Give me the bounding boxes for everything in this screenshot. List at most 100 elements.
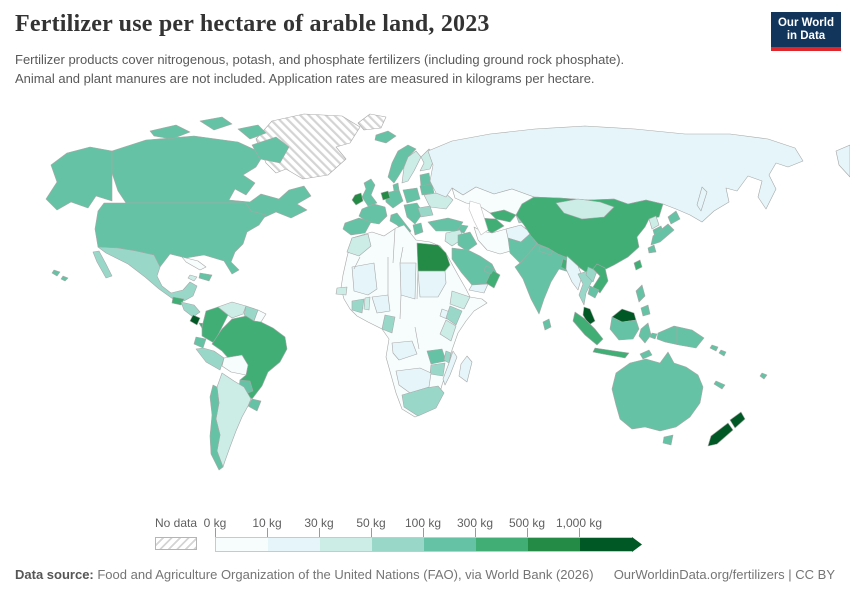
country-fiji[interactable]: [759, 372, 768, 380]
country-china[interactable]: [515, 196, 664, 276]
legend-bin-300-500[interactable]: [476, 538, 528, 551]
caspian-sea: [468, 200, 489, 236]
country-honduras-nicaragua[interactable]: [180, 301, 201, 318]
country-belarus[interactable]: [419, 183, 435, 196]
legend-bin-50-100[interactable]: [372, 538, 424, 551]
country-new-caledonia[interactable]: [713, 380, 726, 390]
country-peru[interactable]: [195, 347, 225, 371]
country-senegal[interactable]: [335, 286, 348, 296]
country-south-africa[interactable]: [401, 385, 445, 417]
country-kenya[interactable]: [445, 305, 463, 326]
country-germany[interactable]: [384, 189, 404, 209]
legend-tick: [527, 528, 528, 537]
legend-tick: [319, 528, 320, 537]
country-jamaica[interactable]: [187, 274, 198, 282]
legend-tick: [267, 528, 268, 537]
legend-tick: [371, 528, 372, 537]
country-russia-wrap[interactable]: [835, 144, 850, 178]
country-ecuador[interactable]: [193, 336, 207, 349]
country-cambodia[interactable]: [587, 285, 600, 299]
legend-tick-label: 50 kg: [356, 516, 386, 530]
country-timor[interactable]: [639, 349, 653, 360]
country-morocco[interactable]: [346, 233, 372, 257]
legend-tick-label: 30 kg: [304, 516, 334, 530]
country-ethiopia[interactable]: [449, 290, 471, 310]
legend-bin-1000-plus[interactable]: [580, 538, 632, 551]
country-alaska-usa[interactable]: [45, 146, 113, 211]
country-indonesia[interactable]: [572, 311, 630, 359]
country-gulf-states[interactable]: [483, 265, 495, 275]
country-venezuela[interactable]: [217, 301, 247, 319]
country-new-guinea[interactable]: [656, 325, 705, 349]
owid-link[interactable]: OurWorldinData.org/fertilizers | CC BY: [613, 567, 835, 582]
country-russia-sakhalin[interactable]: [696, 186, 708, 212]
country-canada-arctic-islands[interactable]: [149, 116, 290, 164]
country-ghana-ivory[interactable]: [351, 298, 365, 314]
country-sweden[interactable]: [401, 150, 422, 184]
legend-tick-label: 100 kg: [404, 516, 442, 530]
country-costa-rica[interactable]: [189, 314, 201, 326]
country-sri-lanka[interactable]: [542, 318, 552, 331]
world-map: [0, 105, 850, 505]
country-benelux[interactable]: [380, 190, 391, 201]
country-yemen[interactable]: [468, 283, 489, 294]
country-norway[interactable]: [387, 144, 417, 184]
country-australia[interactable]: [611, 351, 704, 446]
owid-logo[interactable]: Our World in Data: [771, 12, 841, 51]
country-iceland[interactable]: [374, 130, 397, 144]
country-angola[interactable]: [391, 340, 418, 361]
country-mexico[interactable]: [92, 246, 198, 302]
country-chile[interactable]: [209, 384, 224, 471]
legend-bin-500-1000[interactable]: [528, 538, 580, 551]
country-namibia-botswana[interactable]: [395, 367, 432, 394]
country-cuba[interactable]: [181, 256, 207, 271]
country-uzbekistan[interactable]: [489, 209, 517, 223]
country-poland[interactable]: [402, 187, 421, 204]
country-iberia[interactable]: [342, 217, 372, 236]
country-denmark[interactable]: [392, 182, 400, 192]
country-oman[interactable]: [485, 269, 501, 289]
country-solomon-islands[interactable]: [709, 344, 727, 357]
country-usa[interactable]: [94, 202, 267, 275]
country-romania[interactable]: [417, 205, 434, 218]
country-madagascar[interactable]: [458, 355, 473, 383]
country-taiwan[interactable]: [633, 259, 643, 271]
legend-bin-30-50[interactable]: [320, 538, 372, 551]
country-guatemala[interactable]: [171, 296, 185, 306]
country-greenland[interactable]: [255, 113, 361, 180]
country-svalbard[interactable]: [357, 113, 387, 131]
country-japan[interactable]: [647, 210, 681, 254]
country-mali[interactable]: [351, 262, 378, 296]
country-greece[interactable]: [412, 222, 424, 236]
country-iraq[interactable]: [457, 231, 478, 252]
country-north-korea[interactable]: [648, 215, 660, 230]
country-uk[interactable]: [361, 178, 378, 207]
country-egypt[interactable]: [416, 242, 451, 272]
legend-bin-10-30[interactable]: [268, 538, 320, 551]
legend-color-bar: [215, 537, 632, 552]
country-new-zealand[interactable]: [707, 411, 746, 447]
country-tanzania[interactable]: [439, 319, 457, 342]
country-nigeria[interactable]: [371, 294, 391, 314]
country-uruguay[interactable]: [247, 398, 262, 412]
country-mongolia[interactable]: [555, 198, 615, 220]
country-mozambique[interactable]: [442, 350, 458, 386]
legend-bin-100-300[interactable]: [424, 538, 476, 551]
country-togo-benin[interactable]: [363, 296, 371, 311]
country-cameroon-gabon[interactable]: [381, 314, 396, 334]
legend-no-data-swatch[interactable]: [155, 537, 197, 550]
country-philippines[interactable]: [635, 284, 651, 317]
country-indonesia-east[interactable]: [609, 316, 658, 344]
legend-bin-0-10[interactable]: [216, 538, 268, 551]
country-chad[interactable]: [399, 262, 417, 300]
country-colombia[interactable]: [201, 306, 229, 344]
country-hispaniola[interactable]: [198, 272, 213, 282]
country-france[interactable]: [358, 203, 388, 225]
country-bolivia[interactable]: [221, 354, 249, 376]
country-myanmar[interactable]: [565, 255, 583, 291]
country-hawaii-usa[interactable]: [51, 269, 69, 282]
country-turkey[interactable]: [427, 217, 464, 232]
country-ireland[interactable]: [351, 192, 364, 206]
country-zimbabwe[interactable]: [429, 362, 446, 377]
data-source-label: Data source:: [15, 567, 94, 582]
